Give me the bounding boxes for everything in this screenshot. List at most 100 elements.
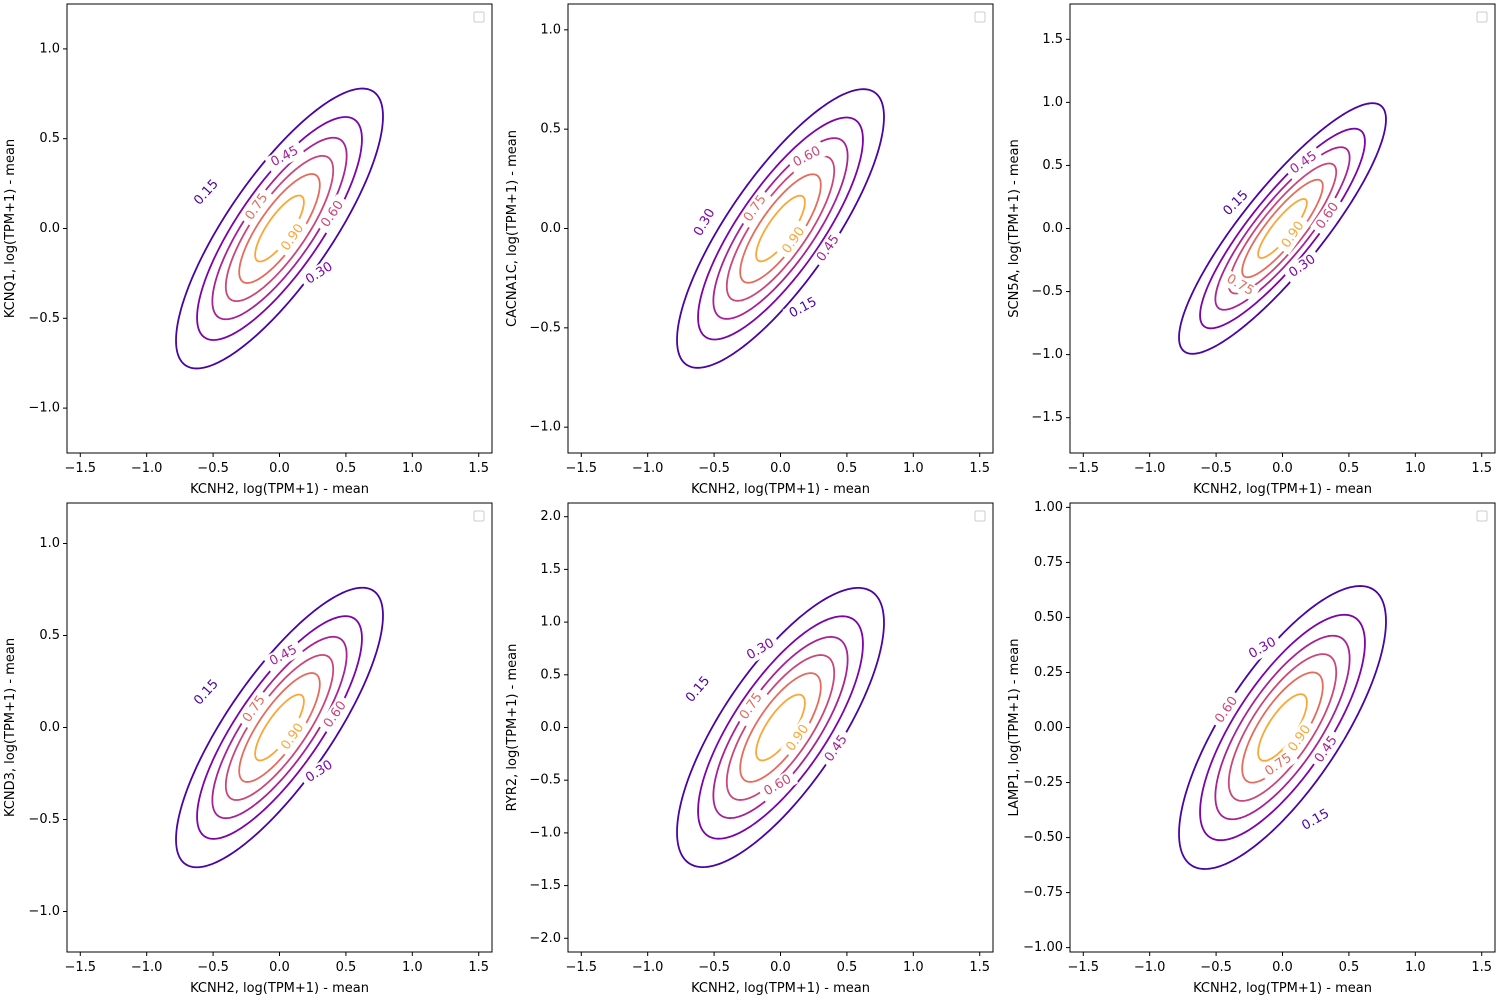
contour-line-0.60 (1227, 653, 1338, 802)
x-tick-label: 1.5 (969, 960, 990, 975)
x-tick-label: 0.5 (1339, 461, 1360, 476)
y-tick-label: 0.5 (540, 122, 561, 137)
x-tick-label: 1.0 (903, 960, 924, 975)
contour-line-0.60 (224, 154, 335, 303)
x-tick-label: −0.5 (698, 960, 730, 975)
contour-label-0.15: 0.15 (679, 669, 717, 710)
x-tick-label: −1.0 (632, 960, 664, 975)
axes-frame (1069, 502, 1496, 953)
axes-frame (1069, 3, 1496, 454)
y-tick-label: 1.00 (1034, 500, 1063, 515)
x-tick-label: 0.0 (1272, 960, 1293, 975)
x-tick-label: 1.0 (903, 461, 924, 476)
contour-line-0.15 (1178, 102, 1387, 355)
y-tick-label: 1.0 (540, 22, 561, 37)
x-tick-label: −0.5 (1200, 960, 1232, 975)
x-tick-label: 0.5 (837, 461, 858, 476)
x-tick-label: −1.5 (64, 461, 96, 476)
y-tick-label: −2.0 (529, 931, 561, 946)
y-tick-label: −1.0 (28, 401, 60, 416)
legend-box (974, 11, 986, 23)
y-tick-label: 1.0 (540, 615, 561, 630)
contour-label-0.15: 0.15 (782, 291, 824, 324)
contour-label-0.15: 0.15 (187, 673, 226, 713)
x-tick-label: 0.0 (770, 960, 791, 975)
y-tick-label: 0.5 (540, 667, 561, 682)
y-tick-label: −1.5 (529, 878, 561, 893)
x-tick-label: 1.0 (1405, 461, 1426, 476)
contour-line-0.15 (175, 87, 384, 370)
y-tick-label: −1.0 (1031, 347, 1063, 362)
y-axis-label: CACNA1C, log(TPM+1) - mean (505, 130, 520, 327)
contour-line-0.15 (676, 586, 885, 869)
x-tick-label: −1.5 (1067, 461, 1099, 476)
y-tick-label: −1.00 (1023, 940, 1063, 955)
contour-label-0.45: 0.45 (818, 728, 854, 769)
x-axis-label: KCNH2, log(TPM+1) - mean (190, 981, 369, 996)
y-tick-label: 0.50 (1034, 610, 1063, 625)
x-axis-label: KCNH2, log(TPM+1) - mean (691, 981, 870, 996)
y-tick-label: 0.25 (1034, 665, 1063, 680)
y-tick-label: −1.0 (529, 825, 561, 840)
x-tick-label: −1.0 (131, 960, 163, 975)
contour-line-0.30 (196, 116, 363, 341)
y-tick-label: −0.50 (1023, 830, 1063, 845)
x-axis-label: KCNH2, log(TPM+1) - mean (1193, 981, 1372, 996)
contour-label-0.60: 0.60 (317, 694, 353, 735)
contour-line-0.30 (697, 116, 864, 341)
x-tick-label: 1.5 (1471, 461, 1492, 476)
axes-frame (66, 3, 493, 454)
x-tick-label: −0.5 (197, 461, 229, 476)
legend-box (473, 510, 485, 522)
axes-frame (567, 502, 994, 953)
contour-lines (1178, 585, 1387, 870)
x-tick-label: 1.5 (468, 461, 489, 476)
x-axis-label: KCNH2, log(TPM+1) - mean (691, 482, 870, 497)
x-tick-label: −1.5 (565, 461, 597, 476)
contour-label-0.60: 0.60 (1310, 195, 1346, 237)
y-axis-label: LAMP1, log(TPM+1) - mean (1007, 639, 1022, 817)
contour-label-0.30: 0.30 (299, 754, 340, 789)
y-tick-label: 0.0 (540, 221, 561, 236)
x-tick-label: 1.0 (1405, 960, 1426, 975)
x-tick-label: 0.0 (1272, 461, 1293, 476)
contour-label-0.60: 0.60 (786, 140, 828, 173)
x-tick-label: 0.0 (269, 461, 290, 476)
axes-frame (567, 3, 994, 454)
legend-box (974, 510, 986, 522)
y-tick-label: −0.25 (1023, 775, 1063, 790)
x-tick-label: 0.5 (1339, 960, 1360, 975)
x-tick-label: −1.5 (1067, 960, 1099, 975)
legend-box (473, 11, 485, 23)
legend-box (1476, 11, 1488, 23)
contour-line-0.60 (725, 155, 836, 302)
y-axis-label: RYR2, log(TPM+1) - mean (505, 644, 520, 812)
contour-line-0.45 (712, 636, 849, 819)
x-tick-label: 0.5 (336, 461, 357, 476)
x-tick-label: −1.0 (131, 461, 163, 476)
y-tick-label: 1.0 (39, 536, 60, 551)
x-tick-label: −1.0 (632, 461, 664, 476)
x-tick-label: −1.0 (1134, 960, 1166, 975)
contour-line-0.30 (196, 615, 363, 840)
chart-panel-3: 0.150.450.600.900.300.75−1.5 −1.0 −0.5 0.0 0… (1007, 3, 1496, 497)
x-axis-label: KCNH2, log(TPM+1) - mean (1193, 482, 1372, 497)
x-tick-label: 0.0 (269, 960, 290, 975)
x-tick-label: 0.5 (336, 960, 357, 975)
y-tick-label: 0.0 (1042, 221, 1063, 236)
y-tick-label: −0.5 (529, 773, 561, 788)
y-tick-label: 0.00 (1034, 720, 1063, 735)
y-tick-label: −0.5 (28, 311, 60, 326)
y-axis-label: SCN5A, log(TPM+1) - mean (1007, 139, 1022, 317)
contour-line-0.15 (175, 586, 384, 869)
y-tick-label: 0.5 (39, 131, 60, 146)
x-tick-label: −1.0 (1134, 461, 1166, 476)
legend-box (1476, 510, 1488, 522)
y-tick-label: −1.0 (28, 904, 60, 919)
y-tick-label: 1.0 (1042, 95, 1063, 110)
x-tick-label: 0.0 (770, 461, 791, 476)
contour-label-0.15: 0.15 (1216, 184, 1256, 223)
contour-line-0.15 (1178, 585, 1387, 870)
contour-label-0.75: 0.75 (1219, 268, 1261, 302)
contour-lines (175, 586, 384, 869)
